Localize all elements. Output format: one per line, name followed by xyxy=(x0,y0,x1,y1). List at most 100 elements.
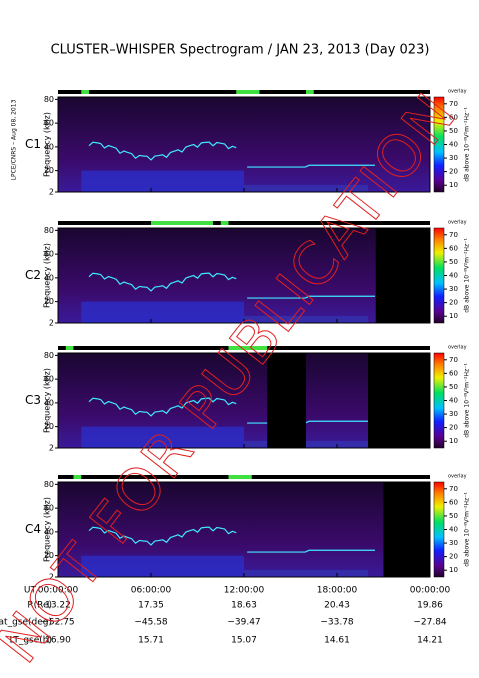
colorbar-tick-label: 10 xyxy=(449,566,458,574)
y-tick-label: 60 xyxy=(44,250,54,259)
colorbar-tick-label: 70 xyxy=(449,356,458,364)
colorbar xyxy=(433,352,445,449)
colorbar-label: dB above 10⁻⁸V²m⁻²Hz⁻¹ xyxy=(464,107,471,182)
status-segment xyxy=(228,475,252,479)
x-tick-label: 12:00:00 xyxy=(224,586,265,596)
low-band xyxy=(244,315,368,323)
colorbar-tick-label: 70 xyxy=(449,485,458,493)
colorbar-tick-label: 50 xyxy=(449,258,458,266)
panel-label: C4 xyxy=(25,522,41,536)
colorbar-tick-label: 60 xyxy=(449,113,458,121)
status-segment xyxy=(228,346,268,350)
orbit-value: 15.07 xyxy=(231,636,257,646)
colorbar-tick-label: 20 xyxy=(449,553,458,561)
y-tick-label: 40 xyxy=(44,142,54,151)
colorbar-tick-label: 20 xyxy=(449,424,458,432)
y-tick-label: 60 xyxy=(44,504,54,513)
colorbar-tick-label: 10 xyxy=(449,181,458,189)
colorbar xyxy=(433,481,445,578)
y-tick-label: 20 xyxy=(44,551,54,560)
cyan-trace xyxy=(88,272,237,292)
overlay-label: overlay xyxy=(448,220,467,226)
x-tick-label: 00:00:00 xyxy=(410,586,451,596)
cyan-trace xyxy=(247,164,375,168)
orbit-value: −27.84 xyxy=(413,618,447,628)
colorbar-tick-label: 70 xyxy=(449,231,458,239)
overlay-label: overlay xyxy=(448,89,467,95)
y-tick-label: 2 xyxy=(49,188,54,197)
colorbar-tick-label: 30 xyxy=(449,410,458,418)
status-segment xyxy=(73,475,82,479)
low-band xyxy=(81,555,244,577)
orbit-value: 13.22 xyxy=(45,601,71,611)
y-tick-label: 80 xyxy=(44,351,54,360)
status-segment xyxy=(220,221,229,225)
y-tick-label: 80 xyxy=(44,480,54,489)
colorbar-label: dB above 10⁻⁸V²m⁻²Hz⁻¹ xyxy=(464,363,471,438)
colorbar-tick-label: 70 xyxy=(449,100,458,108)
no-data xyxy=(383,482,430,577)
ut-label: UT xyxy=(24,586,37,596)
colorbar-tick-label: 50 xyxy=(449,512,458,520)
ylabel: Frequency (kHz) xyxy=(43,497,52,562)
y-tick-label: 2 xyxy=(49,444,54,453)
status-segment xyxy=(236,90,260,94)
orbit-value: −45.58 xyxy=(134,618,168,628)
y-tick-label: 40 xyxy=(44,398,54,407)
overlay-label: overlay xyxy=(448,345,467,351)
ylabel: Frequency (kHz) xyxy=(43,243,52,308)
panel-label: C3 xyxy=(25,393,41,407)
y-tick-label: 60 xyxy=(44,375,54,384)
y-tick-label: 20 xyxy=(44,166,54,175)
colorbar-tick-label: 60 xyxy=(449,244,458,252)
cyan-trace xyxy=(247,295,375,299)
orbit-row-label: Lat_gse(deg) xyxy=(0,618,52,628)
colorbar-tick-label: 20 xyxy=(449,299,458,307)
side-note: LPCE/CNRS – Aug 08, 2013 xyxy=(11,99,18,180)
orbit-value: −39.47 xyxy=(227,618,260,628)
low-band xyxy=(244,569,368,577)
cyan-trace xyxy=(88,397,237,417)
orbit-value: 14.61 xyxy=(324,636,350,646)
orbit-value: 14.21 xyxy=(417,636,443,646)
status-segment xyxy=(65,346,74,350)
cyan-trace xyxy=(88,141,237,161)
orbit-row-label: R(Re) xyxy=(27,601,52,611)
orbit-value: 16.90 xyxy=(45,636,71,646)
panel-label: C2 xyxy=(25,268,41,282)
orbit-value: 19.86 xyxy=(417,601,443,611)
y-tick-label: 40 xyxy=(44,273,54,282)
colorbar-label: dB above 10⁻⁸V²m⁻²Hz⁻¹ xyxy=(464,238,471,313)
y-tick-label: 20 xyxy=(44,422,54,431)
status-bar xyxy=(58,221,430,225)
y-tick-label: 20 xyxy=(44,297,54,306)
status-segment xyxy=(81,90,89,94)
low-band xyxy=(244,184,368,192)
colorbar-tick-label: 40 xyxy=(449,397,458,405)
low-band xyxy=(81,426,244,448)
no-data xyxy=(368,353,430,448)
y-tick-label: 60 xyxy=(44,119,54,128)
colorbar-tick-label: 30 xyxy=(449,285,458,293)
x-tick-label: 00:00:00 xyxy=(38,586,79,596)
orbit-value: 18.63 xyxy=(231,601,257,611)
no-data xyxy=(375,228,430,323)
x-tick-label: 06:00:00 xyxy=(131,586,172,596)
y-tick-label: 2 xyxy=(49,573,54,582)
cyan-trace xyxy=(88,526,237,546)
colorbar-tick-label: 30 xyxy=(449,539,458,547)
no-data xyxy=(267,353,306,448)
colorbar-tick-label: 40 xyxy=(449,272,458,280)
colorbar-tick-label: 10 xyxy=(449,312,458,320)
y-tick-label: 80 xyxy=(44,226,54,235)
low-band xyxy=(81,301,244,323)
colorbar-tick-label: 10 xyxy=(449,437,458,445)
orbit-value: −33.78 xyxy=(320,618,354,628)
colorbar-tick-label: 60 xyxy=(449,498,458,506)
y-tick-label: 40 xyxy=(44,527,54,536)
panel-label: C1 xyxy=(25,137,41,151)
low-band xyxy=(81,170,244,192)
orbit-value: −52.75 xyxy=(41,618,74,628)
colorbar-tick-label: 60 xyxy=(449,369,458,377)
